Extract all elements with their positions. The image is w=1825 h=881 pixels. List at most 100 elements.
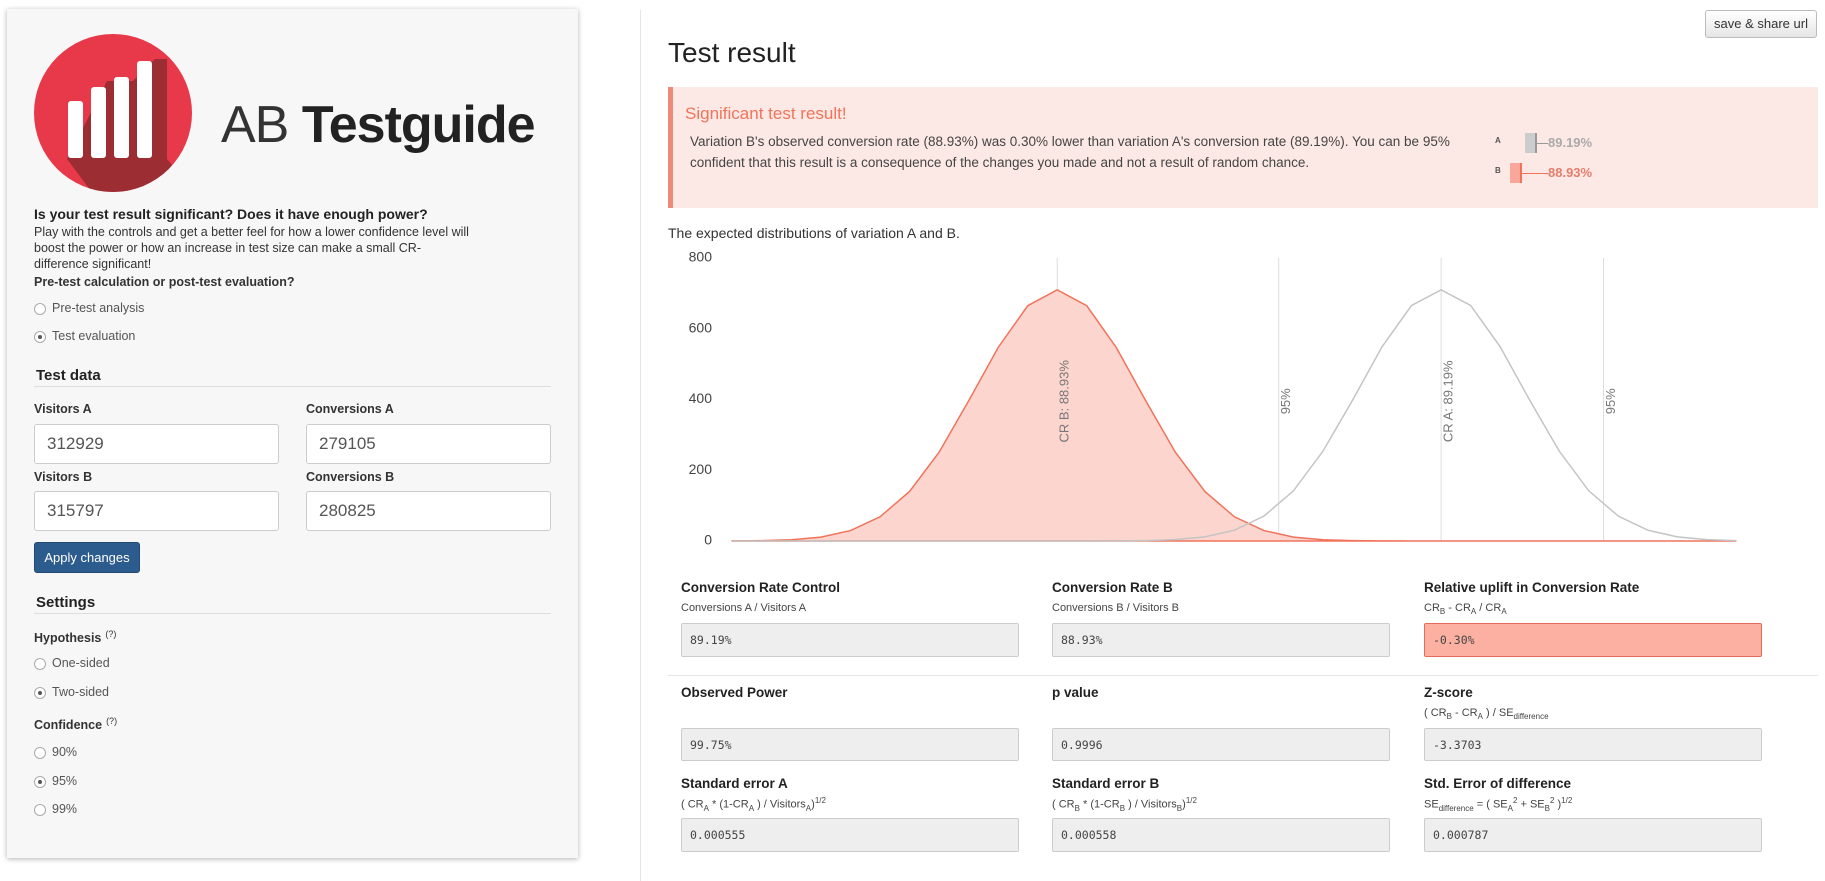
stat-formula: Conversions B / Visitors B <box>1052 602 1179 614</box>
help-link[interactable]: (?) <box>106 716 118 726</box>
formula-part: ) <box>1554 798 1562 811</box>
radio[interactable] <box>34 331 46 343</box>
stat-label: Conversion Rate B <box>1052 580 1173 595</box>
formula-part: A <box>1477 712 1483 722</box>
field-label: Conversions A <box>306 402 394 416</box>
radio[interactable] <box>34 804 46 816</box>
radio[interactable] <box>34 687 46 699</box>
reference-label: 95% <box>1603 388 1618 414</box>
summary-line <box>1537 143 1548 144</box>
formula-part: B <box>1176 803 1183 813</box>
radio-label[interactable]: One-sided <box>52 656 110 670</box>
reference-label: CR B: 88.93% <box>1057 360 1072 443</box>
summary-value: 88.93% <box>1548 165 1593 180</box>
setting-label: Hypothesis (?) <box>34 629 116 645</box>
text-input[interactable]: 315797 <box>34 491 279 531</box>
y-tick-label: 800 <box>689 249 713 265</box>
brand: AB Testguide <box>221 95 536 155</box>
stat-label: Relative uplift in Conversion Rate <box>1424 580 1640 595</box>
stat-value: -0.30% <box>1424 623 1762 657</box>
text-input[interactable]: 312929 <box>34 424 279 464</box>
result-title: Test result <box>668 37 796 68</box>
stat-label: Z-score <box>1424 685 1473 700</box>
stats-rule <box>668 675 1818 676</box>
formula-part: A <box>1507 803 1513 813</box>
formula-part: difference <box>1513 712 1549 722</box>
y-tick-label: 400 <box>689 390 713 406</box>
text-input[interactable]: 280825 <box>306 491 551 531</box>
formula-part: / CR <box>1476 602 1502 614</box>
stat-value: 88.93% <box>1052 623 1390 657</box>
formula-part: 1/2 <box>814 796 826 805</box>
stat-value: 0.000555 <box>681 818 1019 852</box>
stat-value: 89.19% <box>681 623 1019 657</box>
formula-part: Conversions A / Visitors A <box>681 602 807 614</box>
alert-heading: Significant test result! <box>685 104 847 123</box>
stat-label: Observed Power <box>681 685 788 700</box>
question: Is your test result significant? Does it… <box>34 206 428 222</box>
setting-name: Confidence <box>34 718 103 733</box>
formula-part: ( CR <box>1052 798 1075 811</box>
stat-formula: Conversions A / Visitors A <box>681 602 806 614</box>
section-rule <box>34 613 551 614</box>
stat-value: 0.000787 <box>1424 818 1762 852</box>
formula-part: B <box>1074 803 1080 813</box>
series-line <box>732 288 1737 542</box>
help-link[interactable]: (?) <box>105 629 117 639</box>
y-tick-label: 200 <box>689 461 713 477</box>
brand-light: AB <box>221 96 289 154</box>
radio[interactable] <box>34 303 46 315</box>
radio-label[interactable]: 99% <box>52 802 78 816</box>
stat-label: Std. Error of difference <box>1424 776 1572 791</box>
stat-value: 0.9996 <box>1052 728 1390 761</box>
stat-label: Standard error B <box>1052 776 1160 791</box>
field-label: Visitors B <box>34 470 93 484</box>
radio-label[interactable]: Two-sided <box>52 685 109 699</box>
text-input[interactable]: 279105 <box>306 424 551 464</box>
radio-label[interactable]: Test evaluation <box>52 329 136 343</box>
mode-label: Pre-test calculation or post-test evalua… <box>34 275 295 289</box>
description: Play with the controls and get a better … <box>34 225 469 271</box>
formula-part: difference <box>1438 803 1474 813</box>
formula-part: ( CR <box>1424 707 1447 719</box>
stat-value: -3.3703 <box>1424 728 1762 761</box>
setting-label: Confidence (?) <box>34 716 117 732</box>
formula-part: A <box>1470 607 1477 617</box>
field-label: Conversions B <box>306 470 395 484</box>
radio-dot <box>38 335 42 339</box>
stat-formula: ( CRB - CRA ) / SEdifference <box>1424 707 1549 721</box>
share-button[interactable]: save & share url <box>1705 10 1817 38</box>
formula-part: B <box>1439 607 1446 617</box>
radio-label[interactable]: 90% <box>52 745 78 759</box>
formula-part: 1/2 <box>1185 796 1197 805</box>
apply-button[interactable]: Apply changes <box>34 542 140 573</box>
stat-formula: ( CRA * (1-CRA ) / VisitorsA)1/2 <box>681 796 826 813</box>
radio-label[interactable]: Pre-test analysis <box>52 301 145 315</box>
y-tick-label: 0 <box>704 532 712 548</box>
stat-label: Conversion Rate Control <box>681 580 841 595</box>
radio-dot <box>38 691 42 695</box>
radio-dot <box>38 780 42 784</box>
radio[interactable] <box>34 658 46 670</box>
stat-formula: SEdifference = ( SEA2 + SEB2 )1/2 <box>1424 796 1572 813</box>
formula-part: = ( SE <box>1473 798 1508 811</box>
stat-value: 0.000558 <box>1052 818 1390 852</box>
radio[interactable] <box>34 776 46 788</box>
formula-part: 2 <box>1512 796 1518 805</box>
formula-part: SE <box>1424 798 1439 811</box>
radio-label[interactable]: 95% <box>52 774 78 788</box>
formula-part: A <box>703 803 709 813</box>
summary-bar <box>1510 163 1522 183</box>
formula-part: B <box>1544 803 1550 813</box>
reference-label: CR A: 89.19% <box>1441 360 1456 442</box>
summary-label: B <box>1495 166 1501 175</box>
summary-line <box>1522 173 1548 174</box>
formula-part: 1/2 <box>1561 796 1573 805</box>
series-area <box>731 288 1737 542</box>
radio[interactable] <box>34 747 46 759</box>
stat-label: p value <box>1052 685 1099 700</box>
formula-part: Conversions B / Visitors B <box>1052 602 1179 614</box>
formula-part: A <box>1501 607 1507 617</box>
